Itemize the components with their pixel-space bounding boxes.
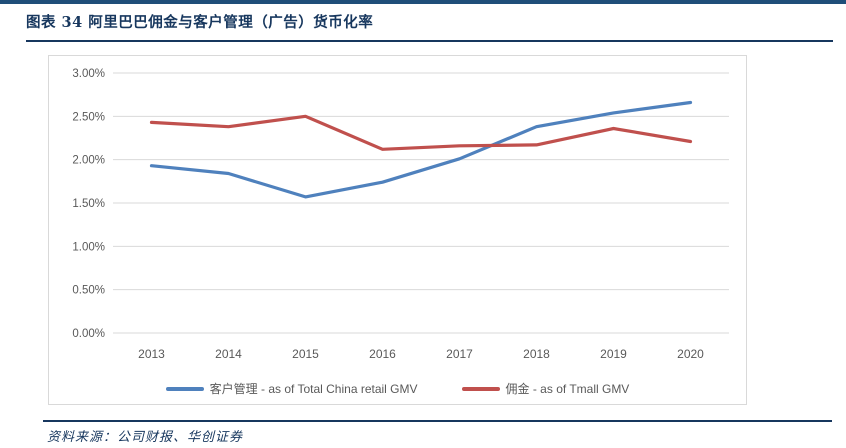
series-line: [149, 100, 693, 199]
y-axis-tick-label: 1.00%: [72, 241, 105, 253]
chart-svg: 0.00% 0.50% 1.00% 1.50% 2.00% 2.50% 3.00% 2013 2…: [72, 68, 729, 361]
y-axis-tick-label: 2.50%: [72, 111, 105, 123]
legend-label: 客户管理 - as of Total China retail GMV: [209, 382, 418, 396]
legend-line-swatch: [461, 386, 500, 391]
legend-line-swatch: [165, 386, 204, 391]
x-axis-tick-label: 2017: [446, 347, 473, 361]
x-axis-tick-label: 2020: [677, 347, 704, 361]
y-axis-tick-label: 1.50%: [72, 198, 105, 210]
y-axis-tick-label: 2.00%: [72, 155, 105, 167]
legend-item: 客户管理 - as of Total China retail GMV: [165, 380, 418, 397]
chart-panel: 0.00% 0.50% 1.00% 1.50% 2.00% 2.50% 3.00% 2013 2…: [48, 55, 747, 405]
x-axis-tick-label: 2014: [215, 347, 242, 361]
figure-title: 图表 34 阿里巴巴佣金与客户管理（广告）货币化率: [26, 14, 374, 31]
source-note: 资料来源：公司财报、华创证券: [47, 430, 244, 445]
title-underline: [26, 40, 833, 42]
top-accent-bar: [0, 0, 846, 4]
x-axis-tick-label: 2019: [600, 347, 627, 361]
x-axis-tick-label: 2015: [292, 347, 319, 361]
y-axis-tick-label: 0.50%: [72, 285, 105, 297]
x-axis-tick-label: 2018: [523, 347, 550, 361]
legend-label: 佣金 - as of Tmall GMV: [505, 382, 630, 396]
footer-rule: [43, 420, 832, 422]
chart-legend: 客户管理 - as of Total China retail GMV 佣金 - …: [49, 380, 746, 397]
y-axis-tick-label: 0.00%: [72, 328, 105, 340]
y-axis-tick-label: 3.00%: [72, 68, 105, 80]
legend-item: 佣金 - as of Tmall GMV: [461, 380, 630, 397]
series-line: [149, 114, 693, 151]
x-axis-tick-label: 2016: [369, 347, 396, 361]
x-axis-tick-label: 2013: [138, 347, 165, 361]
